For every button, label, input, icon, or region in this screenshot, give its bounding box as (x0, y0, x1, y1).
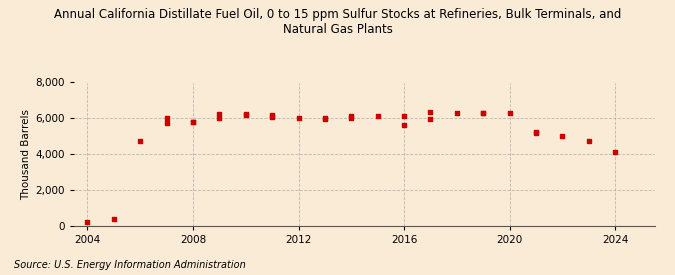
Point (293, 116, 304, 120)
Point (267, 115, 277, 119)
Point (425, 110, 436, 114)
Point (346, 114, 356, 118)
Point (267, 112, 277, 117)
Point (425, 116, 436, 121)
Text: Annual California Distillate Fuel Oil, 0 to 15 ppm Sulfur Stocks at Refineries, : Annual California Distillate Fuel Oil, 0… (54, 8, 621, 36)
Y-axis label: Thousand Barrels: Thousand Barrels (22, 109, 32, 199)
Point (188, 120, 198, 124)
Point (214, 112, 225, 116)
Point (188, 120, 198, 124)
Point (346, 116, 356, 120)
Point (82, 220, 93, 224)
Point (161, 120, 172, 125)
Text: Source: U.S. Energy Information Administration: Source: U.S. Energy Information Administ… (14, 260, 245, 270)
Point (583, 139, 594, 143)
Point (504, 111, 515, 115)
Point (478, 111, 489, 115)
Point (399, 122, 410, 127)
Point (240, 112, 251, 117)
Point (214, 116, 225, 120)
Point (161, 116, 172, 120)
Point (109, 217, 119, 221)
Point (240, 112, 251, 117)
Point (135, 139, 146, 144)
Point (478, 111, 489, 115)
Point (610, 150, 620, 155)
Point (319, 116, 330, 120)
Point (531, 131, 541, 135)
Point (452, 111, 462, 115)
Point (531, 130, 541, 134)
Point (399, 114, 410, 118)
Point (557, 134, 568, 138)
Point (319, 117, 330, 121)
Point (373, 114, 383, 118)
